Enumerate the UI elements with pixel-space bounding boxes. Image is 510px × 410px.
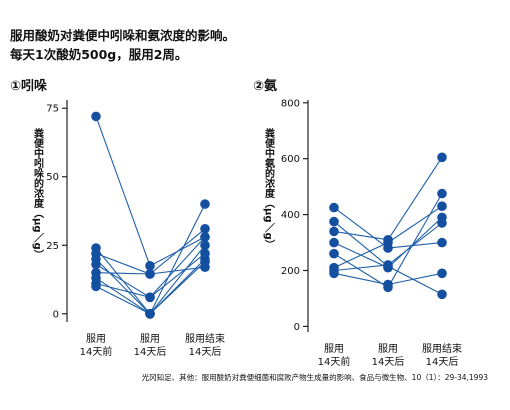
indole-data-point bbox=[200, 240, 210, 251]
ammonia-data-point bbox=[437, 188, 447, 199]
ammonia-y-axis-label: 粪便中氨的浓度（μg／g） bbox=[263, 127, 276, 250]
indole-data-point bbox=[91, 281, 101, 292]
indole-data-point bbox=[200, 254, 210, 264]
figure-title: 服用酸奶对粪便中吲哚和氨浓度的影响。 每天1次酸奶500g，服用2周。 bbox=[10, 26, 235, 64]
title-line-2: 每天1次酸奶500g，服用2周。 bbox=[10, 47, 188, 62]
indole-data-point bbox=[200, 232, 210, 242]
ammonia-y-tick-label: 800 bbox=[281, 98, 300, 109]
indole-data-point bbox=[200, 199, 210, 209]
title-line-1: 服用酸奶对粪便中吲哚和氨浓度的影响。 bbox=[10, 28, 236, 43]
ammonia-data-point bbox=[383, 279, 393, 290]
indole-x-category-label: 服用 bbox=[86, 333, 106, 345]
ammonia-data-point bbox=[437, 237, 447, 248]
indole-data-point bbox=[145, 292, 155, 303]
ammonia-y-tick-label: 600 bbox=[281, 154, 300, 165]
indole-data-point bbox=[91, 259, 101, 270]
indole-data-point bbox=[145, 269, 155, 279]
indole-data-point bbox=[91, 111, 101, 122]
ammonia-x-category-label: 服用 bbox=[378, 343, 398, 355]
ammonia-y-tick-label: 400 bbox=[281, 210, 300, 221]
indole-x-category-label: 14天前 bbox=[80, 345, 113, 358]
ammonia-data-point bbox=[383, 237, 393, 248]
indole-data-point bbox=[145, 309, 155, 319]
ammonia-data-point bbox=[329, 226, 339, 237]
ammonia-series-line bbox=[333, 156, 443, 241]
indole-x-category-label: 服用结束 bbox=[185, 332, 225, 345]
ammonia-data-point bbox=[329, 237, 339, 248]
ammonia-data-point bbox=[437, 289, 447, 300]
indole-panel-title: ①吲哚 bbox=[10, 79, 48, 94]
source-citation: 光冈知足、其他：服用酸奶对粪便细菌和腐败产物生成量的影响、食品与微生物、10（1… bbox=[141, 373, 488, 382]
ammonia-y-tick-label: 0 bbox=[294, 322, 300, 333]
ammonia-data-point bbox=[437, 201, 447, 211]
indole-y-axis-label: 粪便中吲哚的浓度（μg／g） bbox=[32, 127, 45, 260]
indole-y-tick-label: 75 bbox=[46, 104, 59, 115]
ammonia-data-point bbox=[437, 268, 447, 279]
ammonia-panel-title: ②氨 bbox=[253, 79, 278, 94]
ammonia-data-point bbox=[329, 268, 339, 279]
ammonia-x-category-label: 14天后 bbox=[426, 356, 459, 368]
ammonia-x-category-label: 服用结束 bbox=[422, 342, 462, 355]
ammonia-data-point bbox=[329, 202, 339, 213]
indole-x-category-label: 14天后 bbox=[134, 346, 167, 358]
ammonia-data-point bbox=[329, 216, 339, 227]
indole-x-category-label: 服用 bbox=[140, 333, 160, 345]
ammonia-x-category-label: 14天后 bbox=[372, 356, 405, 368]
ammonia-data-point bbox=[329, 248, 339, 259]
ammonia-data-point bbox=[383, 260, 393, 270]
ammonia-y-tick-label: 200 bbox=[281, 266, 300, 277]
ammonia-data-point bbox=[437, 152, 447, 163]
ammonia-x-category-label: 14天前 bbox=[318, 355, 351, 368]
indole-data-point bbox=[200, 224, 210, 234]
indole-data-point bbox=[145, 261, 155, 271]
indole-x-category-label: 14天后 bbox=[189, 346, 222, 358]
indole-y-tick-label: 25 bbox=[46, 241, 59, 252]
indole-y-tick-label: 0 bbox=[53, 309, 59, 320]
ammonia-data-point bbox=[437, 218, 447, 228]
indole-y-tick-label: 50 bbox=[46, 172, 59, 183]
ammonia-x-category-label: 服用 bbox=[324, 343, 344, 355]
